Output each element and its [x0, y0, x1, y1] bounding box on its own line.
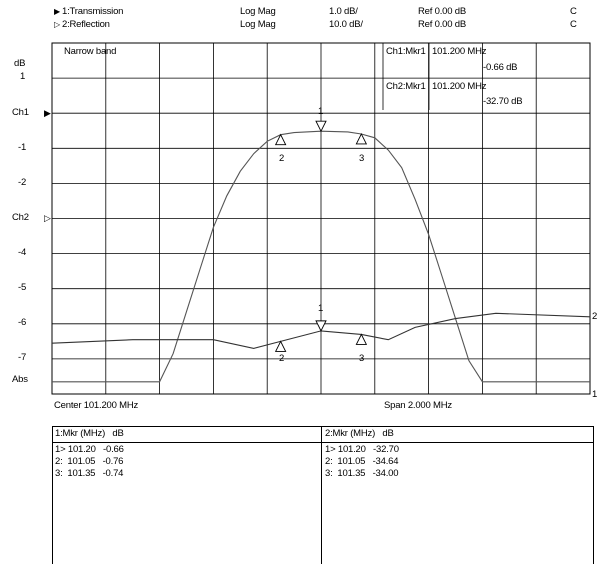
marker3-number[interactable]: 3: [359, 353, 365, 364]
table-row: 1> 101.20 -32.70: [325, 444, 399, 455]
table-row: 3: 101.35 -0.74: [55, 468, 124, 479]
y-label: Abs: [12, 374, 28, 385]
center-frequency[interactable]: Center 101.200 MHz: [54, 400, 139, 411]
y-label: Ch2: [12, 212, 29, 223]
y-unit-label: dB: [14, 58, 26, 69]
marker3-triangle: [355, 333, 368, 345]
trace1-format[interactable]: Log Mag: [240, 6, 276, 17]
trace2-scale[interactable]: 10.0 dB/: [329, 19, 363, 30]
table-row: 2: 101.05 -0.76: [55, 456, 124, 467]
marker1-triangle: [315, 320, 327, 332]
marker-table: 1:Mkr (MHz) dB 1> 101.20 -0.66 2: 101.05…: [52, 426, 594, 564]
span-frequency[interactable]: Span 2.000 MHz: [384, 400, 452, 411]
y-label: -7: [18, 352, 27, 363]
ch2-table-header: 2:Mkr (MHz) dB: [325, 428, 394, 439]
ch2-marker-label: Ch2:Mkr1: [386, 81, 426, 92]
right-label-ch2: 2: [592, 311, 598, 322]
table-row: 3: 101.35 -34.00: [325, 468, 399, 479]
ch1-marker-freq: 101.200 MHz: [432, 46, 487, 57]
y-label: -6: [18, 317, 27, 328]
marker2-number[interactable]: 2: [279, 353, 285, 364]
table-row: 1> 101.20 -0.66: [55, 444, 124, 455]
trace2-flag: C: [570, 19, 577, 30]
marker3-triangle: [355, 132, 368, 145]
trace1-marker: ▶: [54, 7, 61, 16]
y-label: -5: [18, 282, 27, 293]
marker1-number[interactable]: 1: [318, 106, 324, 117]
right-label-ch1: 1: [592, 389, 598, 400]
ch1-table-header: 1:Mkr (MHz) dB: [55, 428, 124, 439]
y-label: -4: [18, 247, 27, 258]
ch2-marker-freq: 101.200 MHz: [432, 81, 487, 92]
trace1-name[interactable]: 1:Transmission: [62, 6, 124, 17]
marker3-number[interactable]: 3: [359, 153, 365, 164]
marker1-number[interactable]: 1: [318, 303, 324, 314]
ch1-marker-label: Ch1:Mkr1: [386, 46, 426, 57]
marker2-triangle: [274, 340, 287, 352]
trace2-marker: ▷: [54, 20, 61, 29]
table-row: 2: 101.05 -34.64: [325, 456, 399, 467]
y-label: Ch1: [12, 107, 29, 118]
ch2-pointer[interactable]: ▷: [44, 213, 51, 223]
trace1-scale[interactable]: 1.0 dB/: [329, 6, 358, 17]
table-divider: [321, 427, 322, 564]
marker2-triangle: [274, 133, 287, 146]
ch2-marker-value: -32.70 dB: [483, 96, 523, 107]
trace2-ref[interactable]: Ref 0.00 dB: [418, 19, 466, 30]
reflection-trace: [51, 312, 591, 349]
plot-title: Narrow band: [64, 46, 117, 57]
y-label: -1: [18, 142, 27, 153]
marker2-number[interactable]: 2: [279, 153, 285, 164]
y-label: 1: [20, 71, 26, 82]
markers: [274, 120, 368, 352]
marker1-triangle: [315, 120, 327, 133]
trace1-flag: C: [570, 6, 577, 17]
trace2-name[interactable]: 2:Reflection: [62, 19, 110, 30]
ch1-marker-value: -0.66 dB: [483, 62, 518, 73]
trace1-ref[interactable]: Ref 0.00 dB: [418, 6, 466, 17]
y-label: -2: [18, 177, 27, 188]
trace2-format[interactable]: Log Mag: [240, 19, 276, 30]
table-header-line: [53, 442, 593, 443]
ch1-pointer[interactable]: ▶: [44, 108, 51, 118]
